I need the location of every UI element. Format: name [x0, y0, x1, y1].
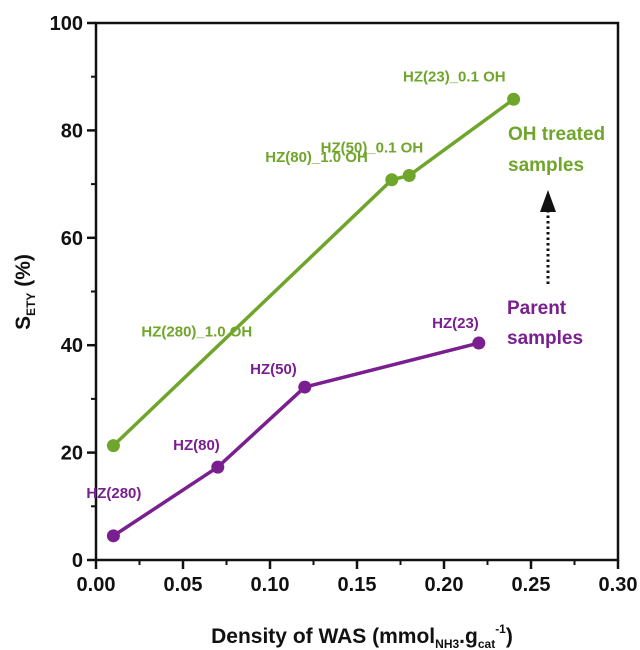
y-axis-title: SETY (%)	[12, 254, 38, 330]
series-0-point	[385, 173, 399, 187]
series-0-point-label: HZ(80)_1.0 OH	[265, 149, 368, 166]
y-tick-label: 60	[61, 228, 83, 250]
arrow-head-icon	[540, 190, 556, 212]
x-tick-label: 0.25	[512, 574, 551, 596]
axes: 0.00 0.05 0.10 0.15 0.20 0.25 0.30 0 20 40 60 80 100	[50, 13, 638, 596]
series-1-line	[112, 341, 480, 538]
y-axis-title-main: S	[12, 316, 35, 330]
x-axis-title-dot: .g	[459, 625, 478, 648]
y-tick-label: 40	[61, 335, 83, 357]
x-tick-label: 0.30	[599, 574, 638, 596]
annotation-oh-treated-line2: samples	[508, 155, 584, 176]
y-tick-label: 100	[50, 13, 83, 35]
x-axis-title-close: )	[506, 625, 513, 648]
series-1-point-label: HZ(50)	[250, 361, 297, 378]
y-tick-label: 80	[61, 120, 83, 142]
x-axis-title-sup: -1	[495, 622, 506, 636]
y-axis-title-sub: ETY	[24, 293, 38, 316]
series-1-point	[211, 460, 225, 474]
x-tick-label: 0.15	[338, 574, 377, 596]
y-tick-label: 20	[61, 443, 83, 465]
series-0-point	[106, 439, 120, 453]
annotation-oh-treated-line1: OH treated	[508, 124, 605, 145]
series-layer	[106, 92, 521, 543]
series-0-line	[112, 97, 515, 447]
x-axis-title-sub2: cat	[478, 637, 495, 650]
series-0-point-label: HZ(50)_0.1 OH	[321, 140, 424, 157]
x-tick-label: 0.00	[77, 574, 116, 596]
series-0-point-label: HZ(280)_1.0 OH	[141, 324, 252, 341]
series-0-point-label: HZ(23)_0.1 OH	[403, 68, 506, 85]
series-1-point-label: HZ(280)	[86, 485, 141, 502]
annotation-parent-line2: samples	[507, 328, 583, 349]
series-1-point-label: HZ(23)	[432, 315, 479, 332]
series-1-point	[106, 529, 120, 543]
y-axis-title-unit: (%)	[12, 254, 35, 293]
series-1-point	[298, 380, 312, 394]
x-tick-label: 0.05	[164, 574, 203, 596]
plot-frame	[94, 21, 620, 562]
x-axis-title-main: Density of WAS (mmol	[211, 625, 435, 648]
x-axis-title: Density of WAS (mmolNH3.gcat-1)	[211, 622, 513, 650]
x-axis-title-sub1: NH3	[435, 637, 459, 650]
series-0-point	[507, 92, 521, 106]
x-tick-label: 0.20	[425, 574, 464, 596]
annotation-parent-line1: Parent	[507, 298, 567, 319]
series-0-point	[402, 169, 416, 183]
y-tick-label: 0	[72, 550, 83, 572]
series-1-point	[472, 336, 486, 350]
x-tick-label: 0.10	[251, 574, 290, 596]
series-1-point-label: HZ(80)	[173, 437, 220, 454]
